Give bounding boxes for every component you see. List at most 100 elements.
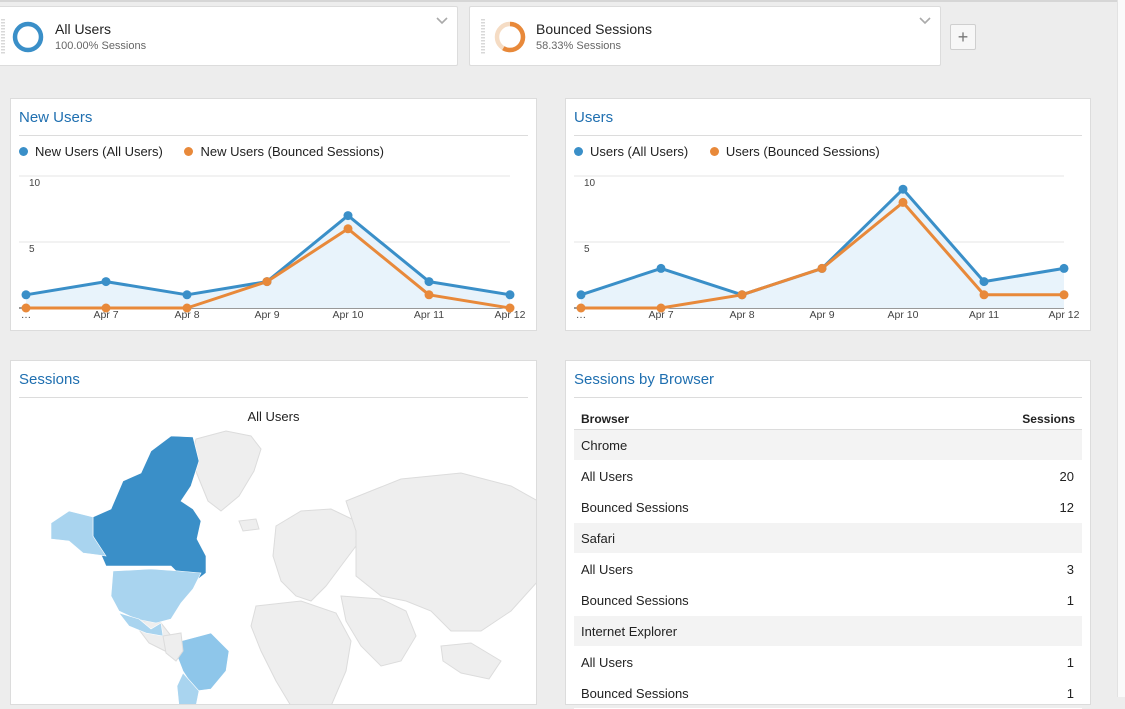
- segment-percentage: 100.00% Sessions: [55, 40, 147, 52]
- panel-title[interactable]: Sessions: [19, 371, 80, 388]
- segment-percentage: 58.33% Sessions: [536, 40, 621, 52]
- sessions-map-panel: Sessions All Users: [10, 360, 537, 705]
- world-map[interactable]: [11, 361, 537, 705]
- x-tick-label: …: [576, 309, 587, 321]
- y-tick-label: 10: [584, 178, 596, 189]
- row-label[interactable]: Internet Explorer: [581, 624, 678, 639]
- map-region-europe: [272, 508, 357, 602]
- chart-legend: Users (All Users) Users (Bounced Session…: [574, 144, 898, 159]
- segment-card-all-users[interactable]: All Users 100.00% Sessions: [0, 6, 458, 66]
- data-point: [898, 197, 908, 207]
- x-tick-label: Apr 12: [1049, 309, 1080, 321]
- map-region-asia: [345, 472, 536, 632]
- row-value: 12: [1059, 500, 1074, 515]
- column-header-sessions[interactable]: Sessions: [1022, 412, 1075, 426]
- x-tick-label: Apr 9: [254, 309, 279, 321]
- series-area: [26, 215, 510, 308]
- users-panel: Users Users (All Users) Users (Bounced S…: [565, 98, 1091, 331]
- row-label: All Users: [581, 469, 634, 484]
- new-users-line-chart[interactable]: 10 5 … Apr 7 Apr 8 Apr 9 Apr 10 Apr 11 Apr 12: [11, 99, 538, 332]
- table-row: All Users 20: [574, 461, 1082, 492]
- x-tick-label: Apr 8: [729, 309, 754, 321]
- row-label: Bounced Sessions: [581, 500, 689, 515]
- segment-ring-icon: [12, 21, 44, 53]
- table-row: Bounced Sessions 12: [574, 492, 1082, 523]
- x-tick-label: …: [21, 309, 32, 321]
- map-region-southeast-asia: [440, 642, 502, 680]
- data-point: [979, 290, 989, 300]
- row-value: 1: [1066, 686, 1074, 701]
- legend-item[interactable]: Users (Bounced Sessions): [709, 144, 880, 159]
- data-point: [505, 303, 515, 313]
- segment-name: All Users: [55, 21, 112, 37]
- table-header: Browser Sessions: [574, 407, 1082, 430]
- row-label: All Users: [581, 655, 634, 670]
- data-point: [343, 211, 353, 221]
- chart-legend: New Users (All Users) New Users (Bounced…: [19, 144, 402, 159]
- legend-label: Users (All Users): [590, 144, 689, 159]
- segment-name: Bounced Sessions: [536, 21, 652, 37]
- data-point: [424, 290, 434, 300]
- table-row: All Users 1: [574, 647, 1082, 678]
- row-label: Bounced Sessions: [581, 686, 689, 701]
- legend-label: New Users (All Users): [35, 144, 163, 159]
- x-tick-label: Apr 10: [333, 309, 364, 321]
- data-point: [979, 277, 989, 287]
- map-caption: All Users: [247, 409, 300, 424]
- divider: [574, 135, 1082, 136]
- drag-handle-icon[interactable]: [1, 19, 5, 55]
- legend-dot-icon: [574, 147, 583, 156]
- map-region-brazil: [175, 632, 230, 692]
- legend-item[interactable]: New Users (All Users): [19, 144, 163, 159]
- panel-title[interactable]: Users: [574, 109, 614, 126]
- drag-handle-icon[interactable]: [481, 19, 485, 55]
- table-group-row: Safari: [574, 523, 1082, 554]
- data-point: [817, 263, 827, 273]
- table-group-row: Chrome: [574, 430, 1082, 461]
- legend-dot-icon: [184, 147, 194, 156]
- map-region-argentina: [176, 672, 200, 704]
- table-group-row: Internet Explorer: [574, 616, 1082, 647]
- y-tick-label: 5: [584, 244, 590, 255]
- row-value: 1: [1066, 593, 1074, 608]
- data-point: [1059, 290, 1069, 300]
- data-point: [101, 303, 111, 313]
- legend-label: Users (Bounced Sessions): [725, 144, 880, 159]
- legend-item[interactable]: Users (All Users): [574, 144, 688, 159]
- panel-title[interactable]: New Users: [19, 109, 93, 126]
- row-label[interactable]: Safari: [581, 531, 615, 546]
- table-row: Bounced Sessions 1: [574, 678, 1082, 709]
- legend-label: New Users (Bounced Sessions): [200, 144, 384, 159]
- scrollbar[interactable]: [1117, 0, 1125, 697]
- data-point: [262, 277, 272, 287]
- x-tick-label: Apr 7: [648, 309, 673, 321]
- legend-item[interactable]: New Users (Bounced Sessions): [184, 144, 384, 159]
- row-label[interactable]: Chrome: [581, 438, 628, 453]
- panel-title[interactable]: Sessions by Browser: [574, 371, 715, 388]
- data-point: [21, 290, 31, 300]
- divider: [19, 135, 528, 136]
- chevron-down-icon[interactable]: [435, 14, 449, 28]
- row-label: All Users: [581, 562, 634, 577]
- segment-card-bounced-sessions[interactable]: Bounced Sessions 58.33% Sessions: [469, 6, 941, 66]
- data-point: [737, 290, 747, 300]
- map-region-mexico: [118, 612, 164, 637]
- add-segment-button[interactable]: +: [950, 24, 976, 50]
- map-region-middle-east: [340, 595, 417, 667]
- row-value: 1: [1066, 655, 1074, 670]
- row-value: 20: [1059, 469, 1074, 484]
- data-point: [424, 277, 434, 287]
- segment-ring-icon: [494, 21, 526, 53]
- data-point: [898, 184, 908, 194]
- chevron-down-icon[interactable]: [918, 14, 932, 28]
- column-header-browser[interactable]: Browser: [581, 412, 630, 426]
- data-point: [182, 290, 192, 300]
- map-region-south-america: [162, 632, 184, 662]
- users-line-chart[interactable]: 10 5 … Apr 7 Apr 8 Apr 9 Apr 10 Apr 11 Apr 12: [566, 99, 1092, 332]
- data-point: [505, 290, 515, 300]
- legend-dot-icon: [709, 147, 719, 156]
- data-point: [21, 303, 31, 313]
- table-body: Chrome All Users 20 Bounced Sessions 12 Safar…: [574, 430, 1082, 709]
- legend-dot-icon: [19, 147, 28, 156]
- series-area: [581, 189, 1064, 308]
